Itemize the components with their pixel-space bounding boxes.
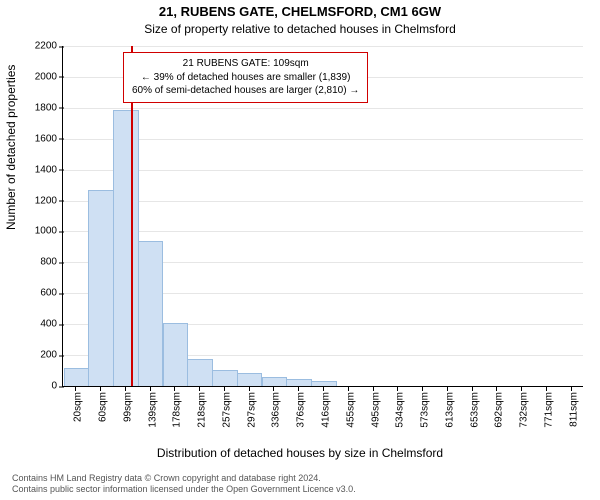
footer-line: Contains public sector information licen… <box>12 484 588 496</box>
histogram-bar <box>138 241 164 386</box>
x-tick-label: 692sqm <box>494 386 505 428</box>
x-tick-mark <box>397 386 398 391</box>
plot-area: 0200400600800100012001400160018002000220… <box>62 46 583 387</box>
x-tick-label: 139sqm <box>147 386 158 428</box>
y-tick-label: 200 <box>40 350 63 361</box>
x-tick-mark <box>422 386 423 391</box>
histogram-bar <box>187 359 213 386</box>
chart-title-main: 21, RUBENS GATE, CHELMSFORD, CM1 6GW <box>0 4 600 19</box>
y-tick-label: 2200 <box>35 41 63 52</box>
x-tick-mark <box>249 386 250 391</box>
y-tick-label: 2000 <box>35 71 63 82</box>
gridline <box>63 46 583 47</box>
x-tick-mark <box>199 386 200 391</box>
histogram-bar <box>163 323 189 386</box>
x-tick-mark <box>447 386 448 391</box>
y-tick-label: 0 <box>51 381 63 392</box>
histogram-bar <box>212 370 238 386</box>
y-tick-label: 600 <box>40 288 63 299</box>
gridline <box>63 139 583 140</box>
x-tick-label: 178sqm <box>172 386 183 428</box>
y-axis-label: Number of detached properties <box>4 65 18 230</box>
y-tick-label: 1400 <box>35 164 63 175</box>
x-tick-mark <box>373 386 374 391</box>
histogram-bar <box>237 373 263 386</box>
histogram-bar <box>88 190 114 386</box>
y-tick-label: 800 <box>40 257 63 268</box>
x-tick-label: 376sqm <box>295 386 306 428</box>
annotation-line: 60% of semi-detached houses are larger (… <box>132 84 359 98</box>
x-tick-label: 60sqm <box>97 386 108 422</box>
x-tick-label: 732sqm <box>518 386 529 428</box>
footer-attribution: Contains HM Land Registry data © Crown c… <box>12 473 588 496</box>
x-tick-mark <box>75 386 76 391</box>
x-tick-label: 534sqm <box>395 386 406 428</box>
x-tick-label: 257sqm <box>221 386 232 428</box>
x-tick-mark <box>521 386 522 391</box>
gridline <box>63 108 583 109</box>
x-tick-label: 336sqm <box>271 386 282 428</box>
x-tick-mark <box>150 386 151 391</box>
histogram-bar <box>286 379 312 386</box>
y-tick-label: 1200 <box>35 195 63 206</box>
gridline <box>63 170 583 171</box>
x-tick-label: 297sqm <box>246 386 257 428</box>
y-tick-label: 1600 <box>35 133 63 144</box>
x-tick-label: 495sqm <box>370 386 381 428</box>
x-tick-mark <box>100 386 101 391</box>
x-tick-mark <box>348 386 349 391</box>
x-tick-mark <box>174 386 175 391</box>
x-tick-label: 416sqm <box>320 386 331 428</box>
x-tick-label: 20sqm <box>73 386 84 422</box>
x-tick-mark <box>273 386 274 391</box>
annotation-line: 21 RUBENS GATE: 109sqm <box>132 57 359 71</box>
x-tick-mark <box>323 386 324 391</box>
x-tick-label: 811sqm <box>568 386 579 427</box>
x-tick-label: 218sqm <box>196 386 207 428</box>
annotation-box: 21 RUBENS GATE: 109sqm ← 39% of detached… <box>123 52 368 103</box>
gridline <box>63 231 583 232</box>
annotation-line: ← 39% of detached houses are smaller (1,… <box>132 71 359 85</box>
x-tick-mark <box>298 386 299 391</box>
chart-container: 21, RUBENS GATE, CHELMSFORD, CM1 6GW Siz… <box>0 0 600 500</box>
gridline <box>63 201 583 202</box>
x-tick-label: 573sqm <box>419 386 430 428</box>
x-axis-label: Distribution of detached houses by size … <box>0 446 600 460</box>
y-tick-label: 1800 <box>35 102 63 113</box>
x-tick-mark <box>546 386 547 391</box>
x-tick-label: 99sqm <box>122 386 133 422</box>
y-tick-label: 400 <box>40 319 63 330</box>
chart-title-sub: Size of property relative to detached ho… <box>0 22 600 36</box>
histogram-bar <box>64 368 90 386</box>
x-tick-mark <box>472 386 473 391</box>
x-tick-label: 613sqm <box>444 386 455 428</box>
x-tick-label: 455sqm <box>345 386 356 428</box>
x-tick-mark <box>224 386 225 391</box>
histogram-bar <box>262 377 288 387</box>
footer-line: Contains HM Land Registry data © Crown c… <box>12 473 588 485</box>
x-tick-mark <box>496 386 497 391</box>
y-tick-label: 1000 <box>35 226 63 237</box>
x-tick-mark <box>571 386 572 391</box>
x-tick-label: 653sqm <box>469 386 480 428</box>
x-tick-label: 771sqm <box>543 386 554 428</box>
histogram-bar <box>113 110 139 386</box>
x-tick-mark <box>125 386 126 391</box>
